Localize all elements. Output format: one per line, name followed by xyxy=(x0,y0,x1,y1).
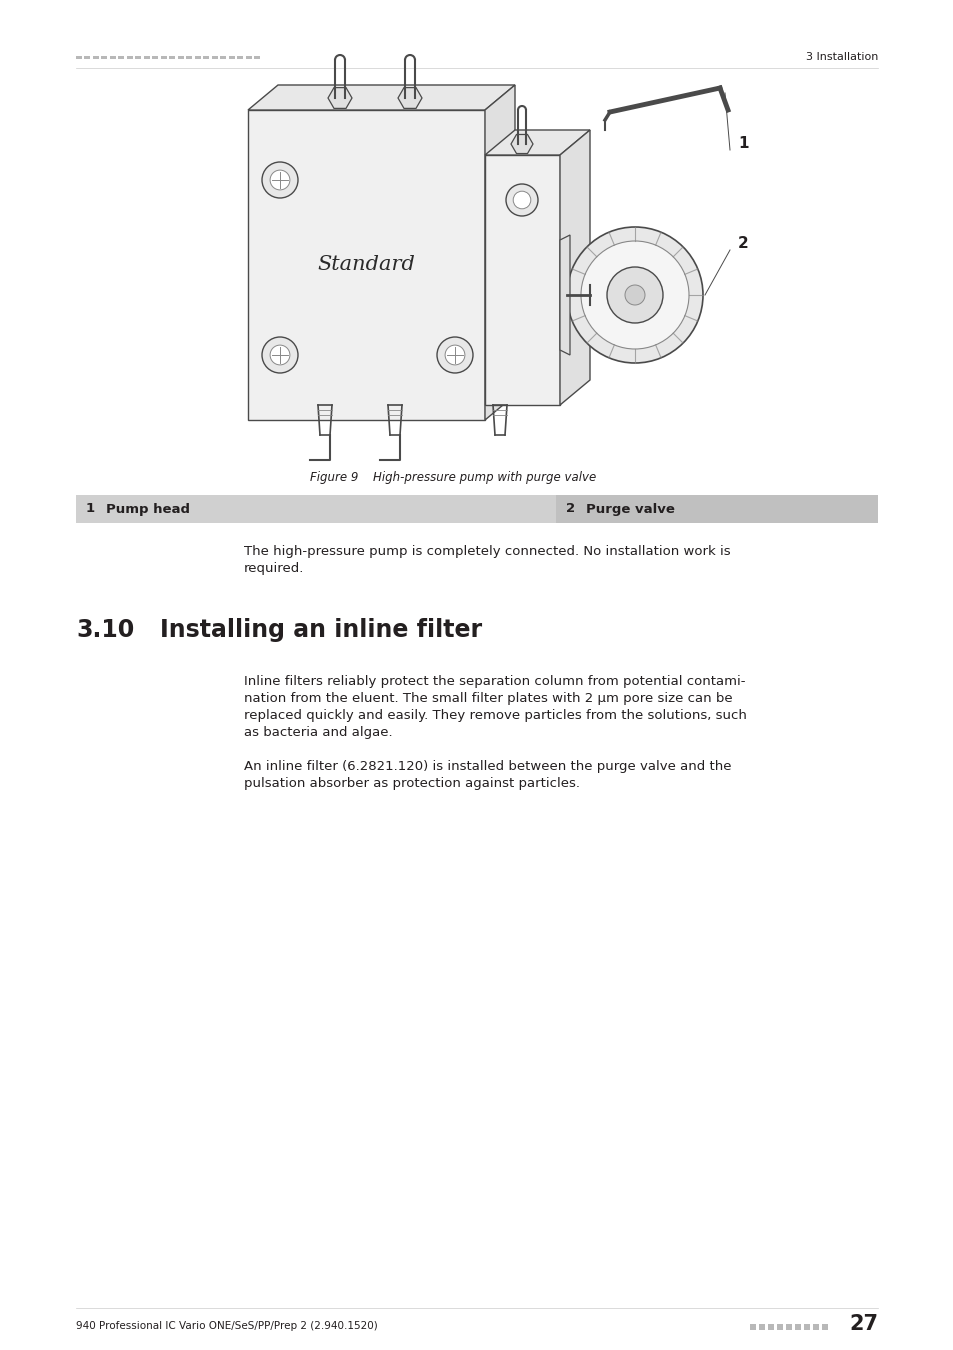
FancyBboxPatch shape xyxy=(203,55,210,59)
Polygon shape xyxy=(397,88,421,108)
Text: The high-pressure pump is completely connected. No installation work is: The high-pressure pump is completely con… xyxy=(244,545,730,558)
FancyBboxPatch shape xyxy=(254,55,260,59)
FancyBboxPatch shape xyxy=(178,55,184,59)
FancyBboxPatch shape xyxy=(194,55,201,59)
Circle shape xyxy=(445,346,464,365)
Circle shape xyxy=(262,338,297,373)
Text: Installing an inline filter: Installing an inline filter xyxy=(160,618,481,643)
FancyBboxPatch shape xyxy=(127,55,132,59)
FancyBboxPatch shape xyxy=(812,1324,818,1330)
Text: pulsation absorber as protection against particles.: pulsation absorber as protection against… xyxy=(244,778,579,790)
Text: Figure 9: Figure 9 xyxy=(310,471,358,483)
FancyBboxPatch shape xyxy=(749,1324,755,1330)
Polygon shape xyxy=(559,235,569,355)
FancyBboxPatch shape xyxy=(76,55,82,59)
Text: High-pressure pump with purge valve: High-pressure pump with purge valve xyxy=(357,471,596,483)
Text: replaced quickly and easily. They remove particles from the solutions, such: replaced quickly and easily. They remove… xyxy=(244,709,746,722)
FancyBboxPatch shape xyxy=(144,55,150,59)
Text: Pump head: Pump head xyxy=(106,502,190,516)
Text: 1: 1 xyxy=(738,135,748,150)
Text: 1: 1 xyxy=(86,502,95,516)
Polygon shape xyxy=(248,85,515,109)
Text: 3.10: 3.10 xyxy=(76,618,134,643)
Polygon shape xyxy=(484,85,515,420)
Circle shape xyxy=(606,267,662,323)
Text: nation from the eluent. The small filter plates with 2 μm pore size can be: nation from the eluent. The small filter… xyxy=(244,693,732,705)
Text: required.: required. xyxy=(244,562,304,575)
Circle shape xyxy=(262,162,297,198)
FancyBboxPatch shape xyxy=(110,55,116,59)
Text: An inline filter (6.2821.120) is installed between the purge valve and the: An inline filter (6.2821.120) is install… xyxy=(244,760,731,774)
FancyBboxPatch shape xyxy=(237,55,243,59)
Text: 3 Installation: 3 Installation xyxy=(804,53,877,62)
FancyBboxPatch shape xyxy=(767,1324,773,1330)
FancyBboxPatch shape xyxy=(556,495,877,522)
FancyBboxPatch shape xyxy=(220,55,226,59)
Circle shape xyxy=(505,184,537,216)
FancyBboxPatch shape xyxy=(170,55,175,59)
FancyBboxPatch shape xyxy=(212,55,218,59)
Circle shape xyxy=(513,192,530,209)
Text: Inline filters reliably protect the separation column from potential contami-: Inline filters reliably protect the sepa… xyxy=(244,675,744,688)
FancyBboxPatch shape xyxy=(794,1324,801,1330)
Polygon shape xyxy=(559,130,589,405)
FancyBboxPatch shape xyxy=(821,1324,827,1330)
FancyBboxPatch shape xyxy=(229,55,234,59)
Circle shape xyxy=(270,346,290,365)
FancyBboxPatch shape xyxy=(759,1324,764,1330)
Polygon shape xyxy=(328,88,352,108)
FancyBboxPatch shape xyxy=(785,1324,791,1330)
FancyBboxPatch shape xyxy=(186,55,193,59)
FancyBboxPatch shape xyxy=(776,1324,782,1330)
Circle shape xyxy=(566,227,702,363)
Text: 2: 2 xyxy=(738,235,748,251)
Text: 27: 27 xyxy=(848,1314,877,1334)
Text: 940 Professional IC Vario ONE/SeS/PP/Prep 2 (2.940.1520): 940 Professional IC Vario ONE/SeS/PP/Pre… xyxy=(76,1322,377,1331)
Circle shape xyxy=(624,285,644,305)
FancyBboxPatch shape xyxy=(85,55,91,59)
FancyBboxPatch shape xyxy=(76,495,556,522)
FancyBboxPatch shape xyxy=(484,155,559,405)
Circle shape xyxy=(436,338,473,373)
Text: 2: 2 xyxy=(565,502,575,516)
FancyBboxPatch shape xyxy=(803,1324,809,1330)
FancyBboxPatch shape xyxy=(248,109,484,420)
Text: as bacteria and algae.: as bacteria and algae. xyxy=(244,726,393,738)
FancyBboxPatch shape xyxy=(92,55,99,59)
Text: Purge valve: Purge valve xyxy=(585,502,674,516)
FancyBboxPatch shape xyxy=(118,55,125,59)
Circle shape xyxy=(580,242,688,350)
Polygon shape xyxy=(511,135,533,154)
Text: Standard: Standard xyxy=(317,255,415,274)
Polygon shape xyxy=(484,130,589,155)
FancyBboxPatch shape xyxy=(161,55,167,59)
FancyBboxPatch shape xyxy=(152,55,158,59)
Circle shape xyxy=(270,170,290,190)
FancyBboxPatch shape xyxy=(135,55,141,59)
FancyBboxPatch shape xyxy=(101,55,108,59)
FancyBboxPatch shape xyxy=(246,55,252,59)
